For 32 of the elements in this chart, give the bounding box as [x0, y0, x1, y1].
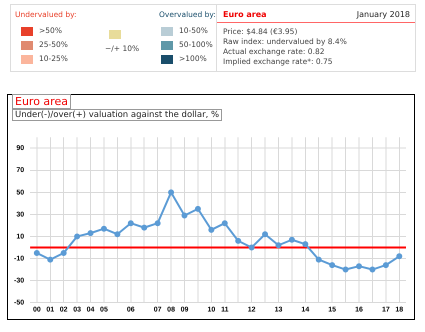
point: [60, 250, 67, 256]
point: [168, 189, 174, 196]
text: Euro area: [223, 10, 267, 19]
chart-subtitle: Under(-)/over(+) valuation against the dollar, %: [12, 109, 222, 121]
point: [154, 220, 161, 226]
point: [288, 236, 295, 243]
point: [342, 266, 349, 273]
point: [222, 220, 228, 226]
point: [88, 230, 94, 236]
point: [208, 226, 214, 233]
point: [396, 253, 402, 260]
point: [369, 266, 376, 273]
point: [182, 212, 188, 218]
point: [262, 231, 268, 238]
point: [114, 231, 120, 238]
point: [128, 220, 134, 226]
point: [235, 238, 242, 244]
chart-title: Euro area: [12, 94, 71, 109]
point: [275, 242, 282, 248]
point: [194, 206, 201, 212]
point: [74, 233, 80, 240]
point: [329, 262, 336, 268]
point: [141, 224, 148, 231]
text: January 2018: [356, 10, 410, 19]
point: [316, 256, 322, 263]
point: [356, 263, 362, 270]
point: [302, 241, 308, 248]
point: [248, 244, 255, 250]
point: [34, 250, 40, 256]
point: [47, 256, 54, 263]
point: [100, 226, 107, 232]
point: [382, 262, 389, 268]
